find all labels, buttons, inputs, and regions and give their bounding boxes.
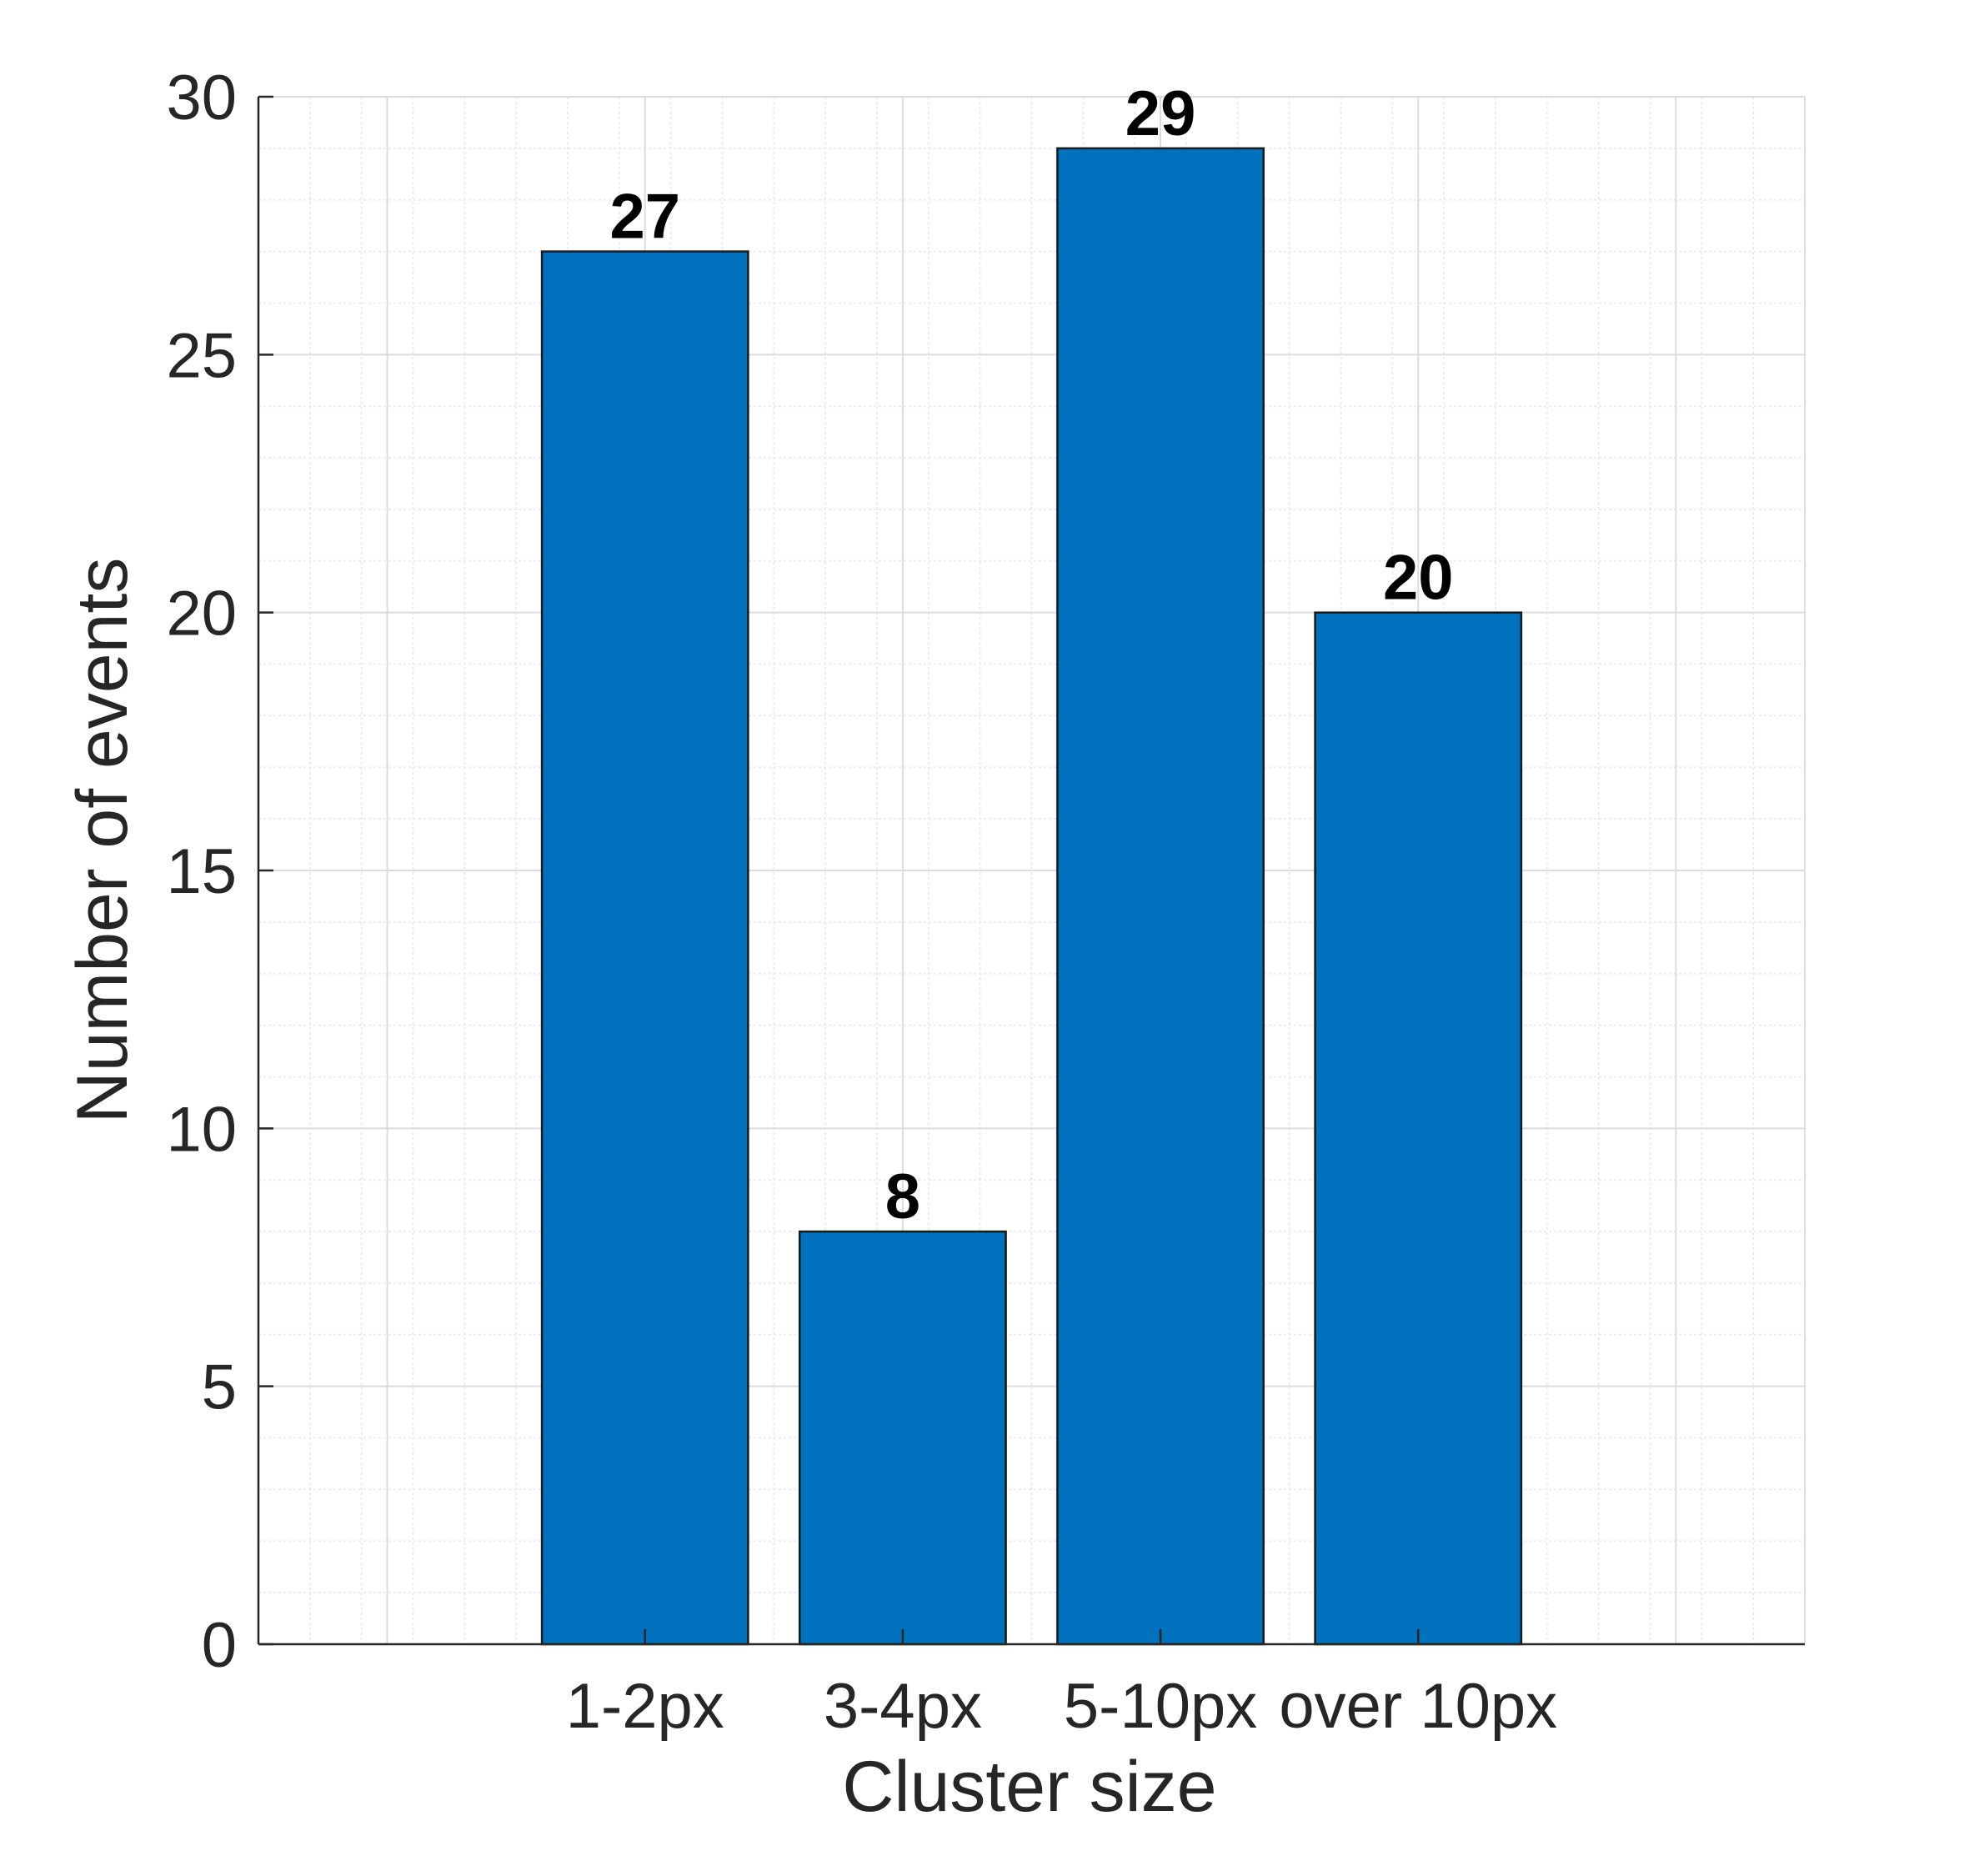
y-tick-label: 5 (202, 1352, 237, 1423)
y-tick-label: 0 (202, 1610, 237, 1681)
y-axis-title: Number of events (63, 558, 143, 1124)
data-label-1-2px: 27 (609, 182, 680, 253)
y-tick-label: 20 (166, 579, 237, 650)
x-tick-label: 3-4px (824, 1671, 982, 1742)
y-tick-label: 10 (166, 1094, 237, 1165)
x-tick-label: 5-10px (1064, 1671, 1257, 1742)
data-label-over-10px: 20 (1383, 543, 1454, 614)
x-tick-label: 1-2px (566, 1671, 724, 1742)
bars-group (540, 147, 1523, 1646)
x-axis-title: Cluster size (842, 1747, 1216, 1827)
data-labels: 27 8 29 20 (609, 78, 1453, 1232)
data-label-5-10px: 29 (1125, 78, 1196, 149)
x-tick-label: over 10px (1279, 1671, 1557, 1742)
y-tick-label: 25 (166, 320, 237, 391)
y-tick-label: 15 (166, 836, 237, 907)
data-label-3-4px: 8 (885, 1161, 920, 1232)
bar-3-4px (799, 1230, 1007, 1646)
bar-1-2px (540, 250, 749, 1646)
y-axis-ticks: 0 5 10 15 20 25 30 (166, 63, 273, 1681)
y-tick-label: 30 (166, 63, 237, 133)
bar-over-10px (1314, 611, 1523, 1646)
x-axis-ticks: 1-2px 3-4px 5-10px over 10px (566, 1629, 1557, 1742)
bar-5-10px (1056, 147, 1265, 1646)
